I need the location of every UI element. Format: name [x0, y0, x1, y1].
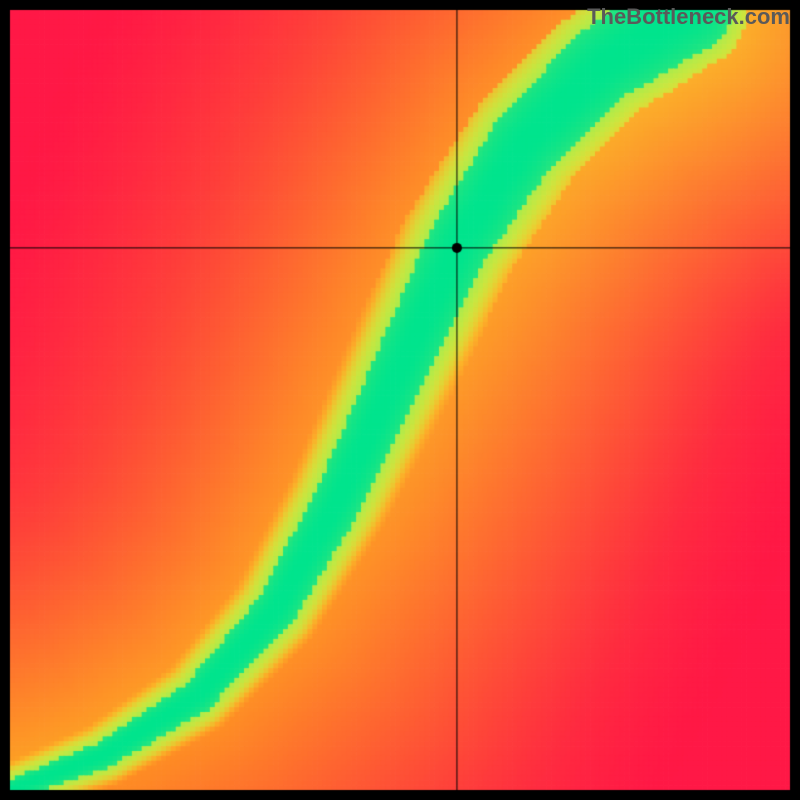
- watermark-text: TheBottleneck.com: [587, 4, 790, 30]
- bottleneck-heatmap: [0, 0, 800, 800]
- chart-container: TheBottleneck.com: [0, 0, 800, 800]
